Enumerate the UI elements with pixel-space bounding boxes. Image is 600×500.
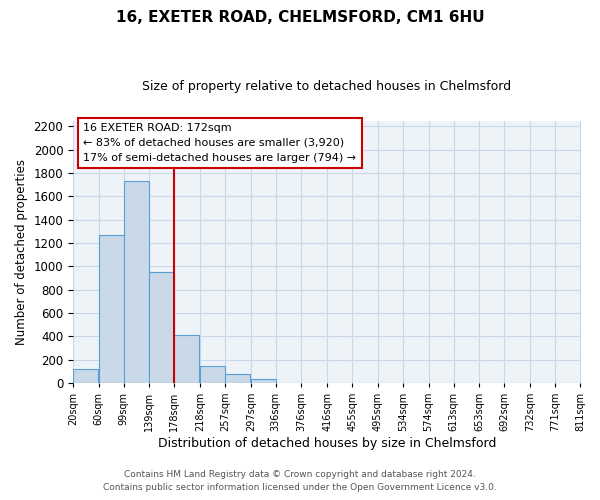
Bar xyxy=(251,379,276,383)
X-axis label: Distribution of detached houses by size in Chelmsford: Distribution of detached houses by size … xyxy=(158,437,496,450)
Y-axis label: Number of detached properties: Number of detached properties xyxy=(15,158,28,344)
Bar xyxy=(124,180,149,383)
Bar xyxy=(73,369,98,383)
Text: Contains HM Land Registry data © Crown copyright and database right 2024.
Contai: Contains HM Land Registry data © Crown c… xyxy=(103,470,497,492)
Bar xyxy=(149,272,175,383)
Bar xyxy=(98,236,124,383)
Bar xyxy=(175,334,199,383)
Title: Size of property relative to detached houses in Chelmsford: Size of property relative to detached ho… xyxy=(142,80,511,93)
Text: 16 EXETER ROAD: 172sqm
← 83% of detached houses are smaller (3,920)
17% of semi-: 16 EXETER ROAD: 172sqm ← 83% of detached… xyxy=(83,123,356,163)
Bar xyxy=(200,366,225,383)
Text: 16, EXETER ROAD, CHELMSFORD, CM1 6HU: 16, EXETER ROAD, CHELMSFORD, CM1 6HU xyxy=(116,10,484,25)
Bar xyxy=(225,374,250,383)
